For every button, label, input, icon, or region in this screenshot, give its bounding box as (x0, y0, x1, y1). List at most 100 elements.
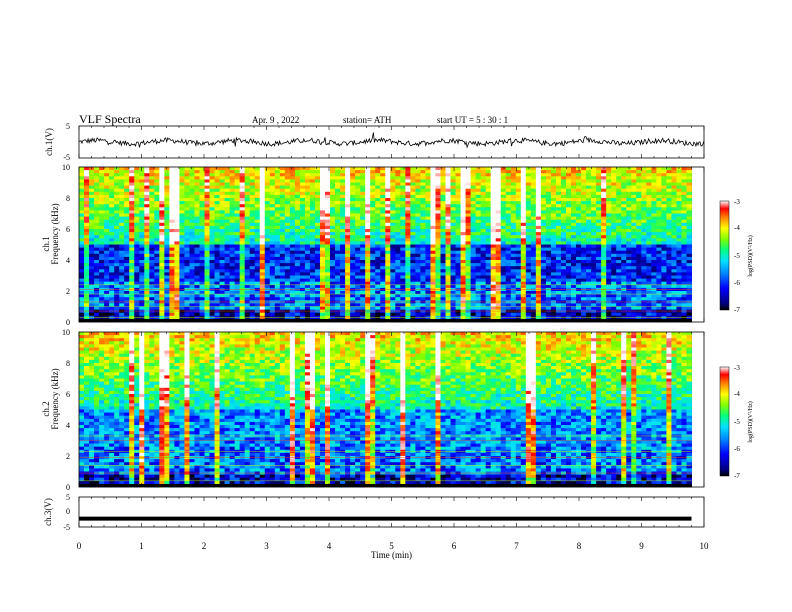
spectrogram-cell (681, 263, 687, 267)
spectrogram-cell (159, 198, 165, 202)
spectrogram-cell (395, 260, 401, 264)
spectrogram-cell (269, 232, 276, 236)
spectrogram-cell (89, 284, 95, 289)
spectrogram-cell (134, 247, 140, 252)
spectrogram-cell (89, 170, 95, 174)
spectrogram-cell (94, 229, 100, 233)
spectrogram-cell (144, 247, 150, 252)
spectrogram-cell (576, 281, 582, 286)
spectrogram-cell (565, 253, 572, 258)
spectrogram-cell (229, 201, 236, 205)
spectrogram-cell (636, 167, 642, 171)
spectrogram-cell (314, 263, 321, 267)
spectrogram-cell (209, 229, 215, 233)
spectrogram-cell (676, 170, 682, 174)
spectrogram-cell (390, 291, 396, 295)
spectrogram-cell (279, 167, 286, 171)
spectrogram-cell (340, 179, 346, 183)
spectrogram-cell (99, 222, 105, 227)
spectrogram-cell (525, 250, 532, 255)
spectrogram-cell (194, 216, 200, 221)
spectrogram-cell (104, 167, 110, 171)
spectrogram-cell (601, 235, 607, 239)
spectrogram-cell (646, 173, 652, 177)
spectrogram-cell (345, 232, 351, 236)
spectrogram-cell (576, 210, 582, 214)
spectrogram-cell (636, 188, 642, 193)
spectrogram-cell (475, 278, 482, 283)
spectrogram-cell (209, 250, 215, 255)
spectrogram-cell (450, 198, 456, 202)
spectrogram-cell (269, 250, 276, 255)
spectrogram-cell (159, 247, 165, 252)
spectrogram-cell (309, 278, 316, 283)
spectrogram-cell (264, 219, 271, 224)
spectrogram-cell (199, 291, 205, 295)
spectrogram-cell (365, 284, 371, 289)
spectrogram-cell (104, 182, 110, 186)
spectrogram-cell (385, 219, 391, 224)
spectrogram-cell (681, 235, 687, 239)
spectrogram-cell (430, 256, 436, 261)
spectrogram-cell (325, 235, 331, 239)
spectrogram-cell (611, 182, 617, 186)
spectrogram-cell (545, 253, 552, 258)
spectrogram-cell (510, 191, 517, 196)
spectrogram-cell (214, 272, 220, 276)
spectrogram-cell (405, 213, 411, 217)
spectrogram-cell (686, 278, 692, 283)
spectrogram-cell (571, 167, 577, 171)
spectrogram-cell (440, 284, 446, 289)
spectrogram-cell (109, 269, 115, 273)
spectrogram-cell (671, 225, 677, 230)
spectrogram-cell (535, 272, 542, 276)
spectrogram-cell (540, 266, 547, 270)
spectrogram-cell (475, 179, 482, 183)
spectrogram-cell (179, 272, 185, 276)
spectrogram-cell (525, 222, 532, 227)
spectrogram-cell (164, 272, 170, 276)
spectrogram-cell (159, 256, 165, 261)
spectrogram-cell (661, 275, 667, 279)
spectrogram-cell (510, 266, 517, 270)
spectrogram-cell (355, 272, 361, 276)
spectrogram-cell (124, 256, 130, 261)
spectrogram-cell (591, 182, 597, 186)
spectrogram-cell (420, 198, 426, 202)
spectrogram-cell (520, 244, 527, 248)
spectrogram-cell (560, 222, 567, 227)
spectrogram-cell (214, 173, 220, 177)
spectrogram-cell (184, 269, 190, 273)
spectrogram-cell (114, 170, 120, 174)
spectrogram-cell (400, 185, 406, 190)
spectrogram-cell (219, 260, 225, 264)
spectrogram-cell (500, 269, 507, 273)
spectrogram-cell (184, 179, 190, 183)
spectrogram-cell (109, 185, 115, 190)
spectrogram-cell (289, 253, 296, 258)
spectrogram-cell (164, 213, 170, 217)
spectrogram-cell (611, 167, 617, 171)
spectrogram-cell (84, 185, 90, 190)
spectrogram-cell (641, 182, 647, 186)
spectrogram-cell (325, 167, 331, 171)
spectrogram-cell (475, 235, 482, 239)
spectrogram-cell (94, 291, 100, 295)
spectrogram-cell (636, 238, 642, 242)
ch1-ylabel: ch.1(V) (44, 128, 54, 156)
spectrogram-cell (370, 176, 376, 180)
spectrogram-cell (340, 191, 346, 196)
spectrogram-cell (450, 275, 456, 279)
spectrogram-cell (505, 238, 512, 242)
spectrogram-cell (455, 170, 461, 174)
spectrogram-cell (535, 198, 542, 202)
spectrogram-cell (460, 281, 466, 286)
spectrogram-cell (500, 256, 507, 261)
spectrogram-cell (325, 278, 331, 283)
spectrogram-cell (99, 291, 105, 295)
spectrogram-cell (309, 232, 316, 236)
spectrogram-cell (515, 210, 522, 214)
spectrogram-cell (229, 278, 236, 283)
spectrogram-cell (571, 191, 577, 196)
spectrogram-cell (500, 179, 507, 183)
